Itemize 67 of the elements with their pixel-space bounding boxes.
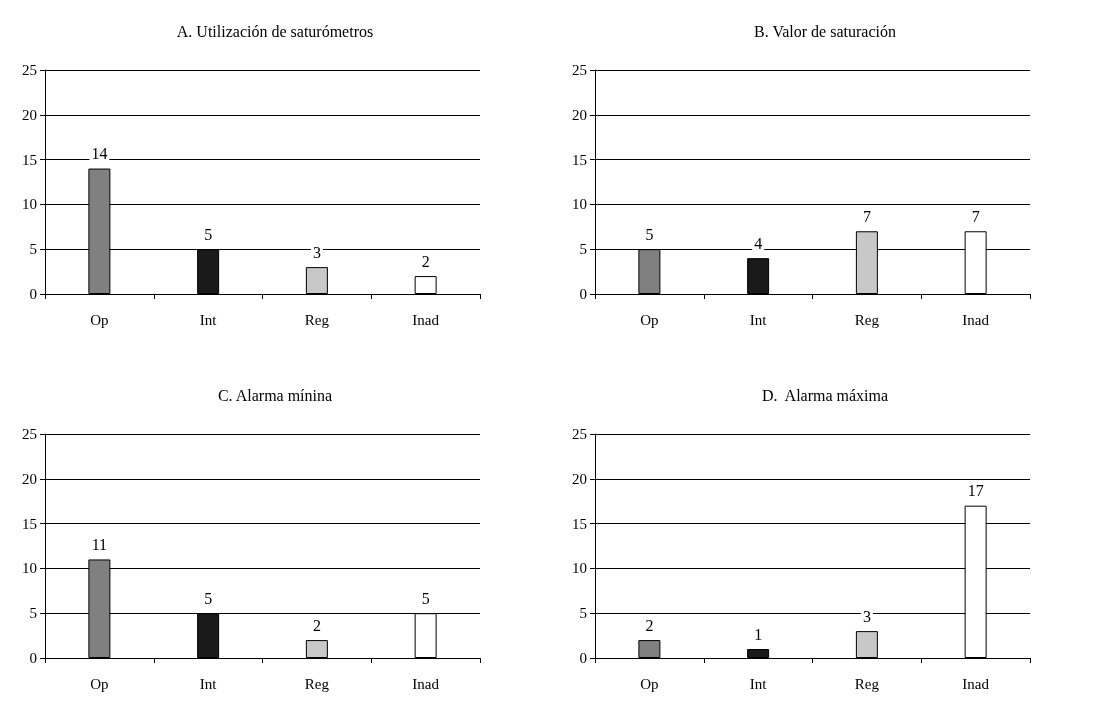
y-tick-label: 20 [572, 106, 587, 123]
x-tick-label: Reg [854, 675, 880, 692]
x-tick-label: Int [749, 311, 768, 328]
x-tick-label: Inad [412, 675, 440, 692]
y-tick-label: 0 [579, 286, 587, 302]
chart-title: A. Utilización de saturómetros [176, 22, 374, 40]
data-label: 3 [312, 243, 321, 261]
x-tick-label: Op [640, 675, 659, 692]
x-tick-label: Inad [962, 311, 990, 328]
y-tick-label: 25 [22, 62, 37, 78]
data-label: 3 [862, 607, 871, 625]
x-tick-label: Inad [962, 675, 990, 692]
x-tick-label: Op [640, 311, 659, 328]
y-tick-label: 25 [22, 426, 37, 442]
chart-title: B. Valor de saturación [754, 22, 896, 40]
y-tick-label: 15 [22, 515, 37, 532]
y-tick-label: 10 [572, 560, 587, 577]
data-label: 17 [967, 482, 984, 500]
data-label: 2 [645, 616, 654, 634]
y-tick-label: 20 [572, 470, 587, 487]
y-tick-label: 25 [572, 426, 587, 442]
y-tick-label: 10 [572, 196, 587, 213]
y-tick-label: 10 [22, 560, 37, 577]
y-tick-label: 25 [572, 62, 587, 78]
bar [305, 267, 328, 294]
x-tick-label: Reg [854, 311, 880, 328]
chart-title: C. Alarma mínina [217, 386, 333, 404]
x-tick-label: Op [90, 675, 109, 692]
bar [414, 276, 437, 294]
y-tick-label: 5 [29, 605, 37, 622]
y-tick-label: 10 [22, 196, 37, 213]
data-label: 5 [204, 589, 213, 607]
x-tick-label: Inad [412, 311, 440, 328]
y-tick-label: 0 [579, 650, 587, 666]
y-tick-label: 5 [579, 605, 587, 622]
chart-title: D. Alarma máxima [761, 386, 889, 404]
data-label: 5 [204, 225, 213, 243]
y-tick-label: 0 [29, 650, 37, 666]
y-tick-label: 0 [29, 286, 37, 302]
y-tick-label: 20 [22, 470, 37, 487]
x-tick-label: Reg [304, 675, 330, 692]
y-tick-label: 5 [29, 241, 37, 258]
data-label: 7 [971, 207, 980, 225]
data-label: 1 [754, 625, 763, 643]
y-tick-label: 20 [22, 106, 37, 123]
y-tick-label: 15 [572, 515, 587, 532]
bar [855, 631, 878, 658]
bar [305, 640, 328, 658]
y-tick-label: 15 [572, 151, 587, 168]
y-tick-label: 15 [22, 151, 37, 168]
x-tick-label: Int [199, 675, 218, 692]
bar [747, 649, 770, 658]
data-label: 11 [91, 535, 108, 553]
data-label: 5 [421, 589, 430, 607]
data-label: 5 [645, 225, 654, 243]
x-tick-label: Int [199, 311, 218, 328]
y-tick-label: 5 [579, 241, 587, 258]
data-label: 7 [862, 207, 871, 225]
x-tick-label: Reg [304, 311, 330, 328]
data-label: 14 [91, 145, 108, 163]
x-tick-label: Int [749, 675, 768, 692]
bar [747, 258, 770, 294]
data-label: 4 [754, 234, 763, 252]
data-label: 2 [421, 252, 430, 270]
x-tick-label: Op [90, 311, 109, 328]
data-label: 2 [312, 616, 321, 634]
bar [638, 640, 661, 658]
